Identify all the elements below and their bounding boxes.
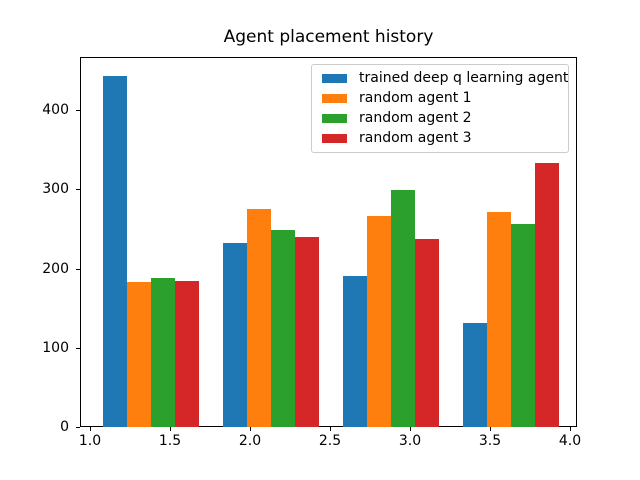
legend-box: trained deep q learning agent random agen… xyxy=(311,64,569,153)
bar-series4-group1 xyxy=(175,281,199,427)
legend-entry: random agent 2 xyxy=(312,108,568,128)
x-tick-label: 2.5 xyxy=(318,433,342,449)
y-tick-label: 300 xyxy=(42,181,69,197)
bar-series2-group1 xyxy=(127,282,151,427)
legend-label: trained deep q learning agent xyxy=(359,70,569,86)
chart-title: Agent placement history xyxy=(223,27,434,47)
legend-swatch xyxy=(322,93,347,103)
y-tick-label: 100 xyxy=(42,340,69,356)
bar-series1-group4 xyxy=(463,322,488,427)
x-tick-mark xyxy=(410,427,411,431)
legend-label: random agent 1 xyxy=(359,90,472,106)
legend-entry: random agent 1 xyxy=(312,88,568,108)
x-tick-label: 1.0 xyxy=(78,433,102,449)
bar-series3-group2 xyxy=(271,229,296,427)
x-tick-label: 2.0 xyxy=(238,433,262,449)
bar-series3-group3 xyxy=(391,189,416,427)
y-tick-label: 200 xyxy=(42,261,69,277)
bar-series2-group4 xyxy=(487,211,512,427)
plot-area xyxy=(80,57,577,427)
legend-swatch xyxy=(322,73,347,83)
x-tick-label: 3.5 xyxy=(478,433,502,449)
x-tick-label: 4.0 xyxy=(558,433,582,449)
legend-swatch xyxy=(322,113,347,123)
bar-series4-group4 xyxy=(535,162,560,427)
x-tick-mark xyxy=(330,427,331,431)
legend-label: random agent 2 xyxy=(359,110,472,126)
bar-series1-group2 xyxy=(223,243,248,427)
y-tick-label: 400 xyxy=(42,102,69,118)
x-tick-mark xyxy=(90,427,91,431)
legend-label: random agent 3 xyxy=(359,130,472,146)
y-tick-mark xyxy=(76,110,80,111)
bar-series4-group2 xyxy=(295,237,320,427)
x-tick-label: 3.0 xyxy=(398,433,422,449)
y-tick-mark xyxy=(76,348,80,349)
legend-entry: random agent 3 xyxy=(312,128,568,148)
bar-series2-group3 xyxy=(367,215,392,427)
bar-series1-group3 xyxy=(343,275,368,427)
x-tick-mark xyxy=(250,427,251,431)
legend-swatch xyxy=(322,133,347,143)
bar-series3-group4 xyxy=(511,223,536,427)
y-tick-mark xyxy=(76,269,80,270)
y-tick-label: 0 xyxy=(60,419,69,435)
bar-series3-group1 xyxy=(151,277,175,427)
x-tick-label: 1.5 xyxy=(158,433,182,449)
bar-series2-group2 xyxy=(247,208,272,427)
y-tick-mark xyxy=(76,189,80,190)
bar-series4-group3 xyxy=(415,239,440,427)
x-tick-mark xyxy=(490,427,491,431)
legend-entry: trained deep q learning agent xyxy=(312,68,568,88)
y-tick-mark xyxy=(76,427,80,428)
bar-series1-group1 xyxy=(103,76,127,427)
x-tick-mark xyxy=(570,427,571,431)
x-tick-mark xyxy=(170,427,171,431)
